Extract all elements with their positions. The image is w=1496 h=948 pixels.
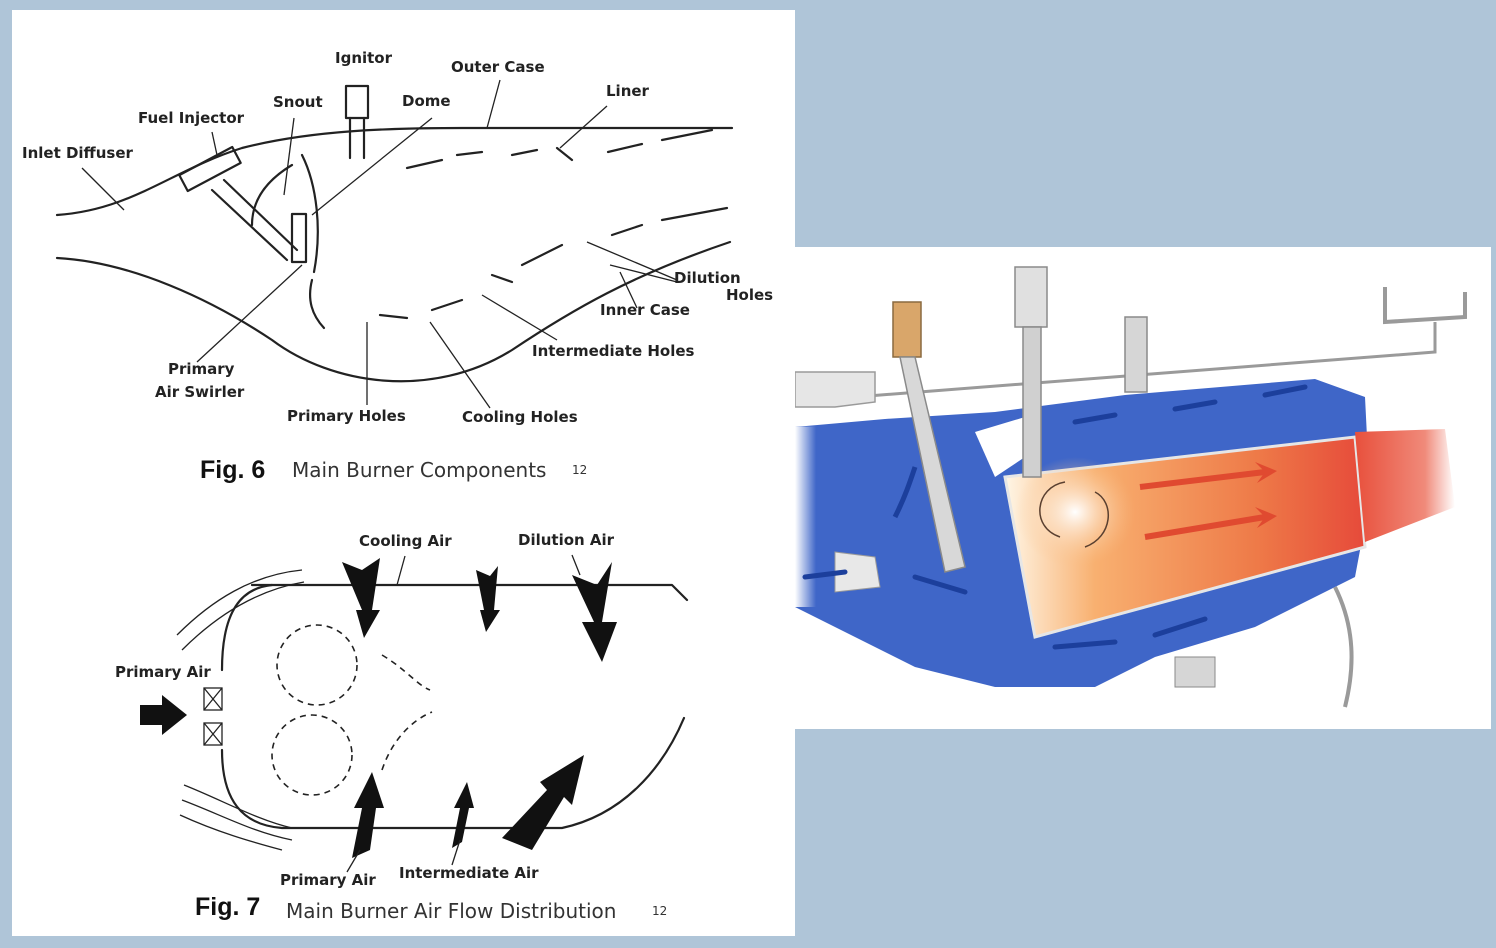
fig7-intermediate-air-jet-2 (502, 755, 584, 850)
label-ignitor: Ignitor (335, 49, 393, 67)
fig6-title: Main Burner Components (292, 458, 546, 482)
flame-arrow-lower (1144, 514, 1266, 540)
leader-inner-case (619, 271, 638, 309)
label-primary-air-swirler-line1: Primary (168, 360, 235, 378)
label-intermediate-holes: Intermediate Holes (532, 342, 695, 360)
fuel-nozzle-stem (899, 356, 966, 573)
fig7-swirler-cross (203, 687, 223, 746)
turbine-exhaust-flow (1355, 429, 1455, 542)
label-outer-case: Outer Case (451, 58, 545, 76)
label-dilution-holes-line1: Dilution (674, 269, 741, 287)
combustor-cutaway-illustration (795, 266, 1467, 708)
flame-core (1015, 457, 1135, 567)
ignitor-plug-head (1014, 266, 1048, 328)
fig7-label-intermediate-air: Intermediate Air (399, 864, 539, 882)
fig7-primary-air-arrow (140, 695, 187, 735)
leader-outer-case (486, 79, 501, 129)
fig7-leader-intermediate-air (451, 839, 461, 866)
label-inner-case: Inner Case (600, 301, 690, 319)
label-primary-holes: Primary Holes (287, 407, 406, 425)
fig7-label-dilution-air: Dilution Air (518, 531, 615, 549)
fig7-intermediate-air-jet-1 (452, 782, 474, 848)
inner-case-line (55, 240, 732, 383)
leader-inlet-diffuser (81, 167, 125, 211)
leader-fuel-injector (211, 131, 218, 156)
leader-dome (311, 117, 433, 216)
fig7-number: Fig. 7 (195, 893, 260, 921)
flame-arrowhead-lower (1255, 507, 1277, 528)
fig7-inlet-flow-lines (176, 569, 305, 851)
leader-intermediate-holes (481, 294, 558, 341)
label-cooling-holes: Cooling Holes (462, 408, 578, 426)
ignitor-top (344, 84, 370, 120)
fig7-recirculation-lower (271, 714, 353, 796)
fig7-leader-primary-air (346, 849, 361, 873)
compressor-exit-housing (795, 371, 876, 408)
burner-line-diagrams: Ignitor Outer Case Liner Snout Dome Fuel… (22, 49, 773, 923)
fig7-leader-cooling-air (396, 555, 406, 586)
leader-liner (559, 105, 608, 149)
fuel-injector-body (178, 145, 242, 193)
flame-arrow-upper (1139, 469, 1266, 490)
dome-feed-arrow (892, 466, 918, 519)
fig7-swirler-lower (203, 722, 223, 746)
liner-outer (405, 128, 714, 170)
fuel-injector-stem (210, 178, 299, 262)
fig7-cooling-air-jet-2 (476, 566, 500, 632)
leader-cooling-holes (429, 321, 491, 409)
fig7-ref: 12 (652, 904, 667, 918)
inner-support-strut (1333, 586, 1354, 708)
outer-casing-rail (854, 322, 1437, 399)
fig6-number: Fig. 6 (200, 456, 265, 484)
borescope-fitting (1124, 316, 1148, 393)
label-dilution-holes-line2: Holes (726, 286, 773, 304)
fig6-drawing: Ignitor Outer Case Liner Snout Dome Fuel… (22, 49, 773, 426)
swirler-body (290, 212, 308, 264)
fig6-ref: 12 (572, 463, 587, 477)
line-diagrams-panel: Ignitor Outer Case Liner Snout Dome Fuel… (12, 10, 795, 936)
fuel-nozzle-head (892, 301, 922, 358)
label-dome: Dome (402, 92, 451, 110)
fig7-label-primary-air-bottom: Primary Air (280, 871, 376, 889)
liner-inner (378, 206, 729, 320)
dome-curve (300, 153, 319, 274)
fig7-primary-air-jet (352, 772, 384, 858)
fig7-recirculation-upper (276, 624, 358, 706)
label-liner: Liner (606, 82, 650, 100)
fig7-cooling-air-jet-1 (342, 558, 380, 638)
outer-case-line (55, 126, 734, 217)
fig7-label-cooling-air: Cooling Air (359, 532, 452, 550)
fig7-swirler-upper (203, 687, 223, 711)
flame-arrowhead-upper (1255, 462, 1277, 483)
fig7-liner-bottom (220, 716, 686, 830)
snout-curve (250, 163, 294, 227)
dome-lower-curve (308, 278, 326, 330)
recirculation-vortex (1039, 481, 1109, 548)
label-inlet-diffuser: Inlet Diffuser (22, 144, 133, 162)
label-fuel-injector: Fuel Injector (138, 109, 245, 127)
leader-primary-air-swirler (196, 264, 303, 363)
fig7-label-primary-air-left: Primary Air (115, 663, 211, 681)
label-snout: Snout (273, 93, 323, 111)
fig7-liner-top (250, 583, 689, 602)
casing-flange (1383, 287, 1467, 325)
dome-gap (975, 417, 1025, 477)
air-flow-arrows (802, 384, 1308, 650)
diffuser-strut (834, 551, 881, 593)
leader-snout (283, 117, 295, 196)
fig7-drawing: Cooling Air Dilution Air Primary Air Pri… (115, 531, 689, 889)
fig7-leader-dilution-air (571, 554, 581, 576)
label-primary-air-swirler-line2: Air Swirler (155, 383, 245, 401)
fig7-dilution-air-jet (572, 562, 617, 662)
fig7-title: Main Burner Air Flow Distribution (286, 899, 616, 923)
ignitor-plug-stem (1022, 326, 1042, 478)
ignitor-stem (348, 116, 366, 160)
fig7-dome-top (220, 583, 274, 672)
lower-mount-bracket (1174, 656, 1216, 688)
leader-dilution-holes (586, 241, 678, 283)
fig7-recirculation-tails (381, 654, 433, 771)
combustor-cutaway-panel (795, 247, 1491, 729)
